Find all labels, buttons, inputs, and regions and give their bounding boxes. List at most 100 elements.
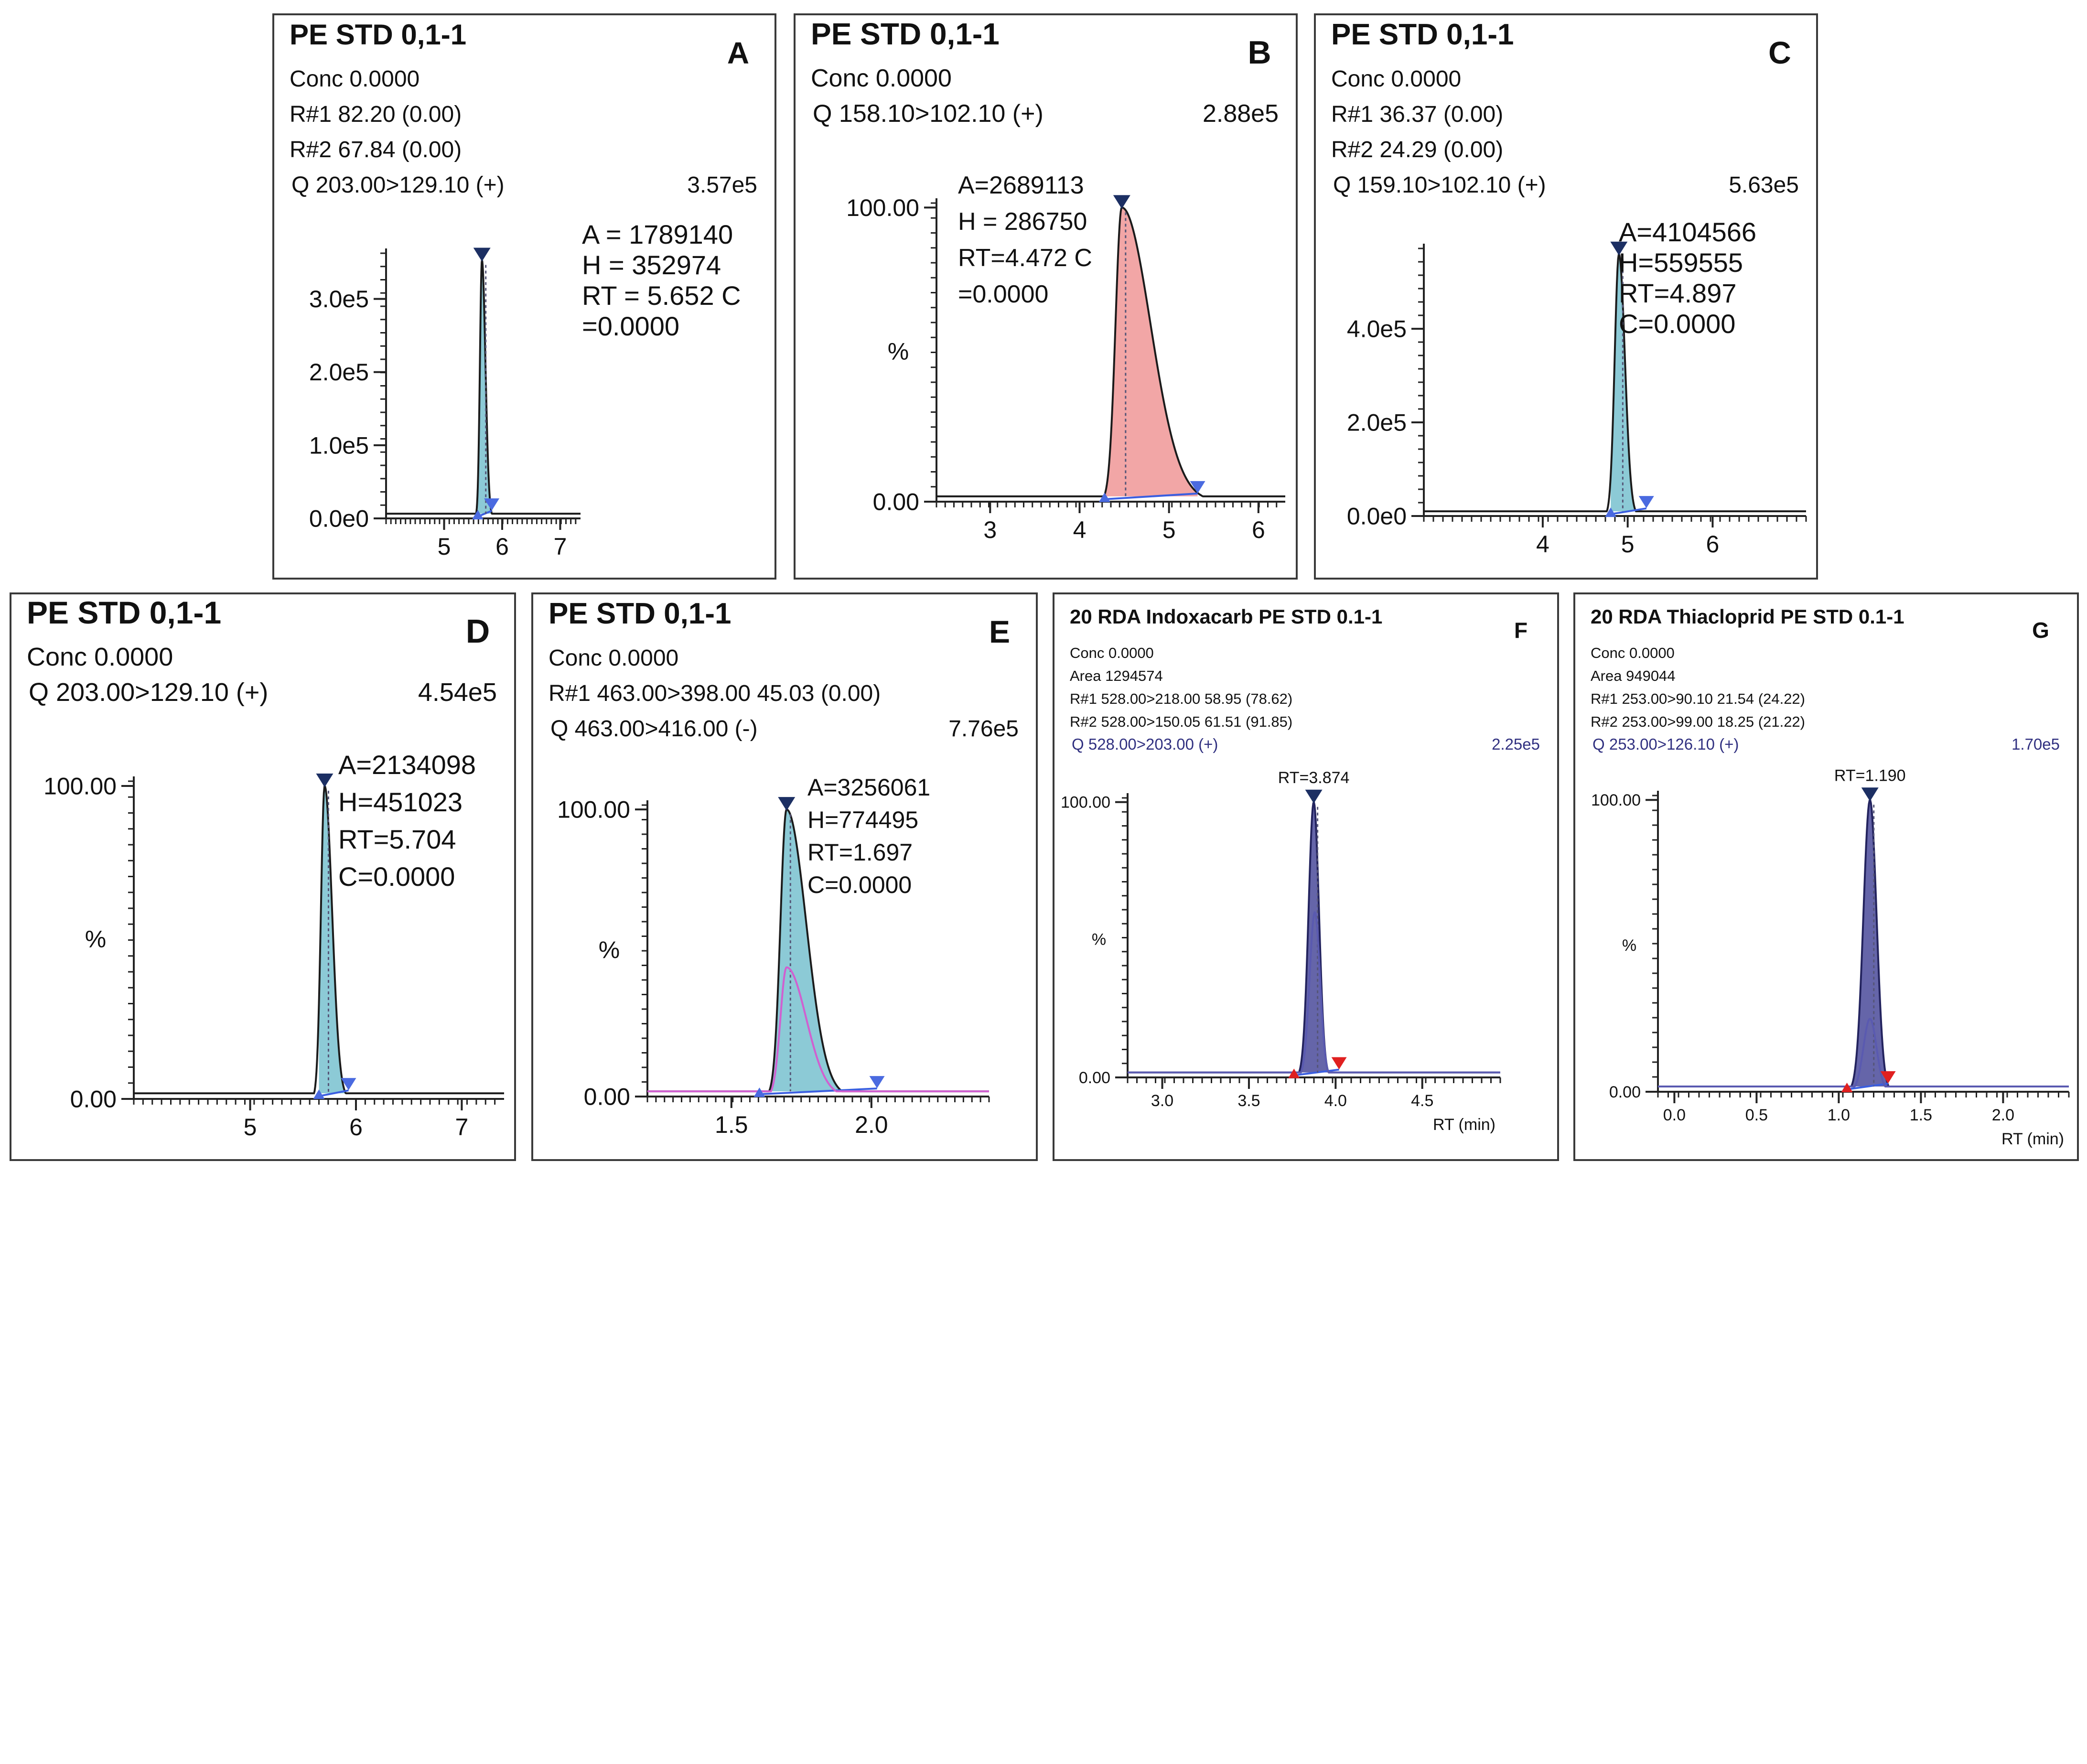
peak-start-marker	[313, 1089, 325, 1099]
peak-start-marker	[753, 1087, 765, 1097]
transition-label: Q 528.00>203.00 (+)	[1072, 735, 1218, 753]
peak-annotation: H=774495	[807, 807, 918, 833]
x-tick-label: 6	[495, 533, 509, 560]
peak-end-marker	[341, 1078, 356, 1090]
peak-start-marker	[472, 510, 484, 520]
x-tick-label: 4.5	[1411, 1092, 1433, 1110]
info-line: Conc 0.0000	[1591, 645, 1675, 661]
secondary-trace	[1128, 911, 1500, 1074]
x-tick-label: 1.0	[1828, 1106, 1850, 1124]
x-tick-label: 4	[1536, 531, 1549, 558]
chromatogram-trace	[1424, 252, 1806, 513]
peak-annotation: A=4104566	[1619, 217, 1756, 247]
info-line: R#2 24.29 (0.00)	[1331, 137, 1503, 162]
peak-annotation: RT = 5.652 C	[582, 280, 741, 311]
y-axis-title: %	[1622, 936, 1636, 955]
y-tick-label: 100.00	[43, 773, 117, 799]
peak-annotation: C=0.0000	[338, 861, 455, 892]
y-tick-label: 2.0e5	[309, 359, 369, 386]
peak-annotation: A=2134098	[338, 750, 476, 780]
peak-area	[1847, 800, 1888, 1087]
x-tick-label: 6	[1252, 516, 1265, 543]
y-tick-label: 0.00	[1609, 1083, 1641, 1101]
chromatogram-trace	[386, 260, 581, 515]
peak-annotation: C=0.0000	[807, 871, 912, 898]
x-tick-label: 5	[1621, 531, 1635, 558]
peak-apex-marker	[1113, 195, 1130, 209]
chart-panel-a: PE STD 0,1-1 A Conc 0.0000 R#1 82.20 (0.00)…	[272, 13, 776, 580]
integration-baseline	[319, 1089, 349, 1097]
integration-baseline	[759, 1087, 877, 1096]
peak-area	[1611, 254, 1646, 512]
peak-apex-marker	[473, 247, 491, 262]
info-line: R#1 253.00>90.10 21.54 (24.22)	[1591, 690, 1805, 707]
integration-baseline	[1294, 1068, 1339, 1076]
y-tick-label: 0.00	[70, 1086, 117, 1113]
chart-title: 20 RDA Thiacloprid PE STD 0.1-1	[1591, 605, 1904, 628]
info-line: Conc 0.0000	[27, 643, 173, 671]
info-line: R#1 82.20 (0.00)	[290, 102, 462, 127]
peak-area	[759, 809, 877, 1092]
peak-apex-marker	[316, 773, 333, 787]
chromatogram-svg: PE STD 0,1-1 A Conc 0.0000 R#1 82.20 (0.00)…	[290, 19, 757, 560]
info-line: R#1 36.37 (0.00)	[1331, 102, 1503, 127]
chart-title: 20 RDA Indoxacarb PE STD 0.1-1	[1070, 605, 1382, 628]
x-tick-label: 0.5	[1745, 1106, 1768, 1124]
chromatogram-svg: PE STD 0,1-1 E Conc 0.0000 R#1 463.00>398.0…	[549, 597, 1019, 1138]
y-tick-label: 2.0e5	[1347, 409, 1407, 436]
info-line: R#2 67.84 (0.00)	[290, 137, 462, 162]
y-tick-label: 1.0e5	[309, 432, 369, 459]
y-axis-title: %	[1092, 931, 1106, 949]
panel-letter: E	[989, 614, 1010, 649]
info-line: Area 1294574	[1070, 667, 1163, 684]
integration-baseline	[1610, 507, 1647, 516]
panel-letter: A	[727, 36, 749, 70]
max-intensity-label: 5.63e5	[1729, 172, 1799, 198]
x-tick-label: 7	[554, 533, 567, 560]
peak-end-marker	[1331, 1057, 1347, 1070]
peak-end-marker	[1880, 1071, 1896, 1084]
x-axis-title: RT (min)	[2001, 1130, 2064, 1148]
x-tick-label: 4	[1073, 516, 1087, 543]
y-tick-label: 0.00	[873, 489, 919, 516]
y-tick-label: 0.00	[1079, 1069, 1110, 1087]
y-tick-label: 100.00	[557, 796, 630, 823]
x-tick-label: 3.5	[1237, 1092, 1260, 1110]
max-intensity-label: 1.70e5	[2012, 735, 2060, 753]
peak-end-marker	[1638, 496, 1654, 508]
info-line: Conc 0.0000	[811, 65, 952, 92]
chart-panel-f: 20 RDA Indoxacarb PE STD 0.1-1 F Conc 0.00…	[1053, 592, 1559, 1161]
info-line: R#1 463.00>398.00 45.03 (0.00)	[549, 681, 881, 706]
x-tick-label: 6	[349, 1114, 363, 1140]
max-intensity-label: 4.54e5	[418, 678, 497, 707]
chart-panel-g: 20 RDA Thiacloprid PE STD 0.1-1 G Conc 0.0…	[1573, 592, 2079, 1161]
x-tick-label: 3	[983, 516, 997, 543]
x-tick-label: 4.0	[1324, 1092, 1347, 1110]
peak-start-marker	[1098, 492, 1110, 502]
peak-annotation: RT=1.697	[807, 839, 913, 866]
peak-area	[319, 785, 349, 1094]
peak-annotation: =0.0000	[958, 280, 1048, 308]
max-intensity-label: 2.88e5	[1203, 100, 1279, 128]
info-line: Conc 0.0000	[1070, 645, 1154, 661]
x-tick-label: 1.5	[1910, 1106, 1932, 1124]
secondary-trace	[1658, 1018, 2069, 1088]
secondary-trace	[647, 966, 989, 1093]
info-line: R#2 253.00>99.00 18.25 (21.22)	[1591, 713, 1805, 730]
peak-start-marker	[1288, 1068, 1300, 1078]
transition-label: Q 203.00>129.10 (+)	[291, 172, 505, 198]
y-tick-label: 0.00	[584, 1084, 630, 1110]
y-tick-label: 100.00	[1591, 791, 1641, 809]
chart-title: PE STD 0,1-1	[1331, 18, 1514, 51]
max-intensity-label: 2.25e5	[1492, 735, 1540, 753]
chart-title: PE STD 0,1-1	[811, 17, 1000, 51]
peak-start-marker	[1841, 1083, 1853, 1093]
info-line: R#2 528.00>150.05 61.51 (91.85)	[1070, 713, 1292, 730]
peak-annotation: H=559555	[1619, 247, 1743, 278]
peak-apex-marker	[1861, 787, 1879, 802]
chromatogram-svg: PE STD 0,1-1 B Conc 0.0000 Q 158.10>102.10 …	[811, 17, 1285, 543]
peak-annotation: A=3256061	[807, 774, 930, 801]
x-tick-label: 2.0	[1992, 1106, 2014, 1124]
peak-end-marker	[869, 1076, 885, 1088]
peak-annotation: H = 286750	[958, 208, 1087, 236]
